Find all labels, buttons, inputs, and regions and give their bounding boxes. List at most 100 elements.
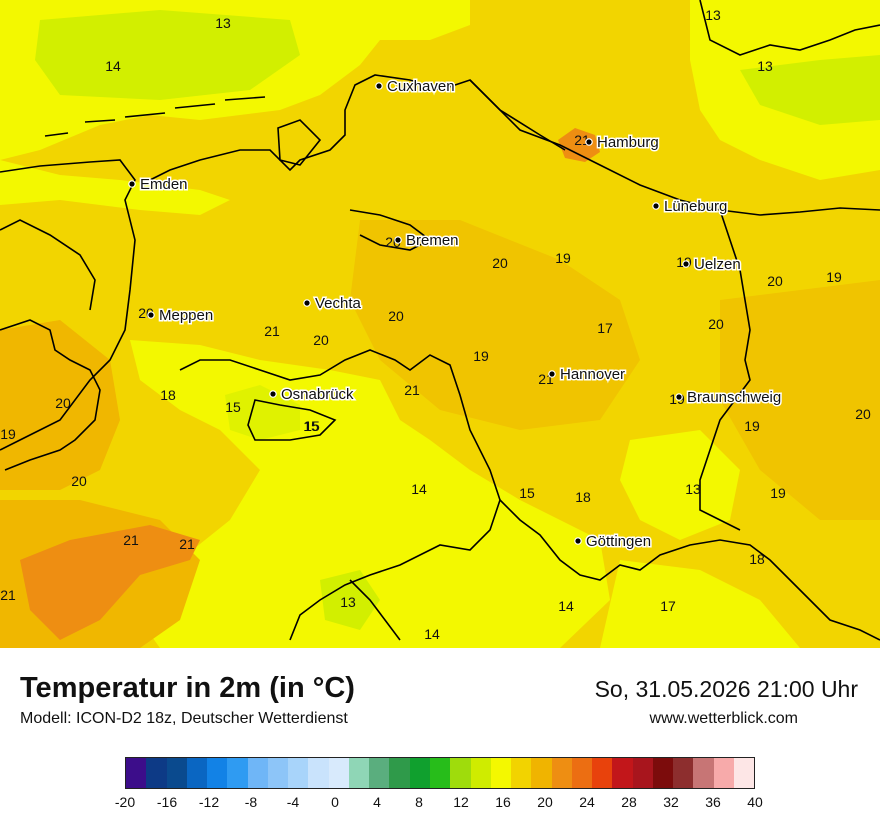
temperature-value: 13: [340, 594, 356, 610]
border-south: [349, 579, 401, 641]
temperature-value: 14: [105, 58, 121, 74]
city-dot: [574, 537, 582, 545]
field-hamburg-hot: [558, 128, 600, 162]
color-scale-tick: 4: [373, 794, 381, 810]
color-scale-cell: [288, 758, 309, 788]
color-scale-cell: [369, 758, 390, 788]
city-vechta: Vechta: [303, 294, 363, 314]
temperature-value: 21: [404, 382, 420, 398]
color-scale-tick: -8: [244, 794, 258, 810]
field-greenish-south: [320, 570, 380, 630]
temperature-value: 21: [179, 536, 195, 552]
color-scale-cell: [733, 758, 755, 788]
city-bremen: Bremen: [394, 231, 460, 251]
map-footer: Temperatur in 2m (in °C) Modell: ICON-D2…: [0, 648, 880, 830]
map-borders: [0, 0, 880, 641]
temperature-value: 19: [770, 485, 786, 501]
city-osnabrck: Osnabrück: [269, 385, 356, 405]
coastline-jade: [277, 119, 322, 166]
color-scale: [125, 757, 755, 789]
temperature-value: 20: [55, 395, 71, 411]
temperature-value: 17: [660, 598, 676, 614]
temperature-value: 15: [303, 418, 319, 434]
field-central-warm: [350, 220, 640, 430]
border-elbe: [469, 79, 880, 216]
color-scale-cell: [247, 758, 268, 788]
temperature-value: 20: [708, 316, 724, 332]
color-scale-cell: [531, 758, 552, 788]
forecast-datetime: So, 31.05.2026 21:00 Uhr: [594, 676, 858, 702]
map-canvas: 13 13 14 13 21 20 20 19 19 20 19 21 20 20 20 17 19 21 18 15…: [0, 0, 880, 648]
color-scale-cell: [450, 758, 471, 788]
color-scale-cell: [409, 758, 430, 788]
temperature-value: 20: [492, 255, 508, 271]
city-dot: [548, 370, 556, 378]
color-scale-cell: [207, 758, 228, 788]
color-scale-cell: [652, 758, 674, 788]
color-scale-cell: [632, 758, 653, 788]
city-label: Bremen: [406, 232, 459, 249]
color-scale-cell: [713, 758, 734, 788]
coast-islands-2: [124, 112, 166, 118]
coast-islands-1: [84, 119, 116, 123]
city-uelzen: Uelzen: [682, 255, 742, 275]
border-state-west: [0, 219, 96, 311]
coast-islands-3: [174, 103, 216, 109]
field-greenish-osnabrueck: [225, 385, 300, 440]
color-scale-tick: 20: [537, 794, 553, 810]
color-scale-cell: [571, 758, 593, 788]
temperature-map: 13 13 14 13 21 20 20 19 19 20 19 21 20 20 20 17 19 21 18 15…: [0, 0, 880, 648]
city-cuxhaven: Cuxhaven: [375, 77, 456, 97]
temperature-value: 18: [575, 489, 591, 505]
temperature-value: 17: [597, 320, 613, 336]
field-east-warm: [720, 280, 880, 520]
city-lneburg: Lüneburg: [652, 197, 729, 217]
color-scale-cell: [126, 758, 147, 788]
border-north-east: [699, 0, 880, 56]
temperature-value: 20: [388, 308, 404, 324]
temperature-value: 20: [767, 273, 783, 289]
temperature-value: 19: [555, 250, 571, 266]
city-dot: [652, 202, 660, 210]
city-dot: [394, 236, 402, 244]
city-dot: [147, 311, 155, 319]
color-scale-cell: [693, 758, 714, 788]
color-scale-cell: [308, 758, 329, 788]
city-label: Lüneburg: [664, 198, 727, 215]
color-scale-cell: [389, 758, 410, 788]
temperature-value: 20: [71, 473, 87, 489]
color-scale-cell: [673, 758, 694, 788]
city-emden: Emden: [128, 175, 189, 195]
color-scale-cell: [166, 758, 187, 788]
color-scale-cell: [328, 758, 349, 788]
border-nl: [0, 319, 101, 471]
city-label: Uelzen: [694, 256, 741, 273]
color-scale-tick: 0: [331, 794, 339, 810]
temperature-value: 14: [411, 481, 427, 497]
city-label: Göttingen: [586, 533, 651, 550]
city-dot: [375, 82, 383, 90]
color-scale-tick: -12: [198, 794, 220, 810]
city-dot: [303, 299, 311, 307]
border-nrw: [179, 349, 501, 641]
temperature-value: 15: [304, 418, 320, 434]
temperature-value: 13: [705, 7, 721, 23]
city-label: Emden: [140, 176, 188, 193]
color-scale-tick: 24: [579, 794, 595, 810]
model-info: Modell: ICON-D2 18z, Deutscher Wetterdie…: [20, 710, 348, 727]
temperature-value: 14: [424, 626, 440, 642]
color-scale-cell: [490, 758, 512, 788]
border-east: [699, 209, 751, 531]
city-label: Hamburg: [597, 134, 659, 151]
color-scale-tick: -20: [114, 794, 136, 810]
field-southwest-hot: [20, 525, 200, 640]
color-scale-cell: [186, 758, 208, 788]
city-dot: [682, 260, 690, 268]
field-east-yellow: [620, 430, 740, 540]
temperature-value: 19: [473, 348, 489, 364]
temperature-value: 20: [855, 406, 871, 422]
temperature-value: 21: [264, 323, 280, 339]
city-label: Osnabrück: [281, 386, 354, 403]
temperature-value: 20: [313, 332, 329, 348]
city-dot: [585, 138, 593, 146]
